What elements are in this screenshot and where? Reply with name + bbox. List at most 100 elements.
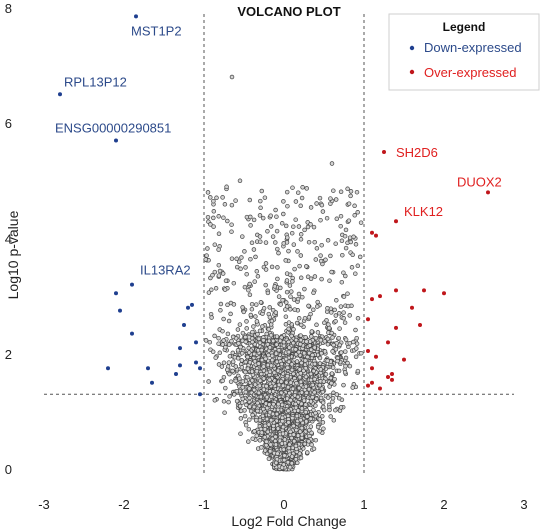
neutral-point bbox=[354, 341, 360, 346]
neutral-point bbox=[353, 271, 358, 276]
neutral-point bbox=[227, 394, 232, 399]
neutral-point bbox=[299, 360, 304, 366]
neutral-point bbox=[346, 218, 352, 223]
neutral-point bbox=[312, 239, 317, 245]
neutral-point bbox=[293, 337, 299, 343]
neutral-point bbox=[222, 202, 228, 207]
neutral-point bbox=[218, 308, 223, 313]
threshold-lines bbox=[44, 14, 514, 475]
neutral-point bbox=[279, 441, 285, 446]
over-expressed-point bbox=[418, 323, 422, 328]
neutral-point bbox=[341, 382, 346, 388]
neutral-point bbox=[318, 258, 324, 264]
neutral-point bbox=[255, 331, 260, 337]
neutral-point bbox=[231, 280, 237, 286]
neutral-point bbox=[275, 265, 280, 270]
neutral-point bbox=[298, 232, 304, 237]
neutral-point bbox=[242, 413, 248, 419]
neutral-point bbox=[286, 248, 291, 254]
neutral-point bbox=[206, 379, 211, 384]
neutral-point bbox=[335, 358, 340, 364]
neutral-point bbox=[239, 365, 245, 370]
neutral-point bbox=[220, 271, 226, 276]
neutral-point bbox=[318, 367, 323, 372]
neutral-point bbox=[269, 353, 275, 359]
neutral-point bbox=[213, 286, 219, 291]
neutral-point bbox=[222, 410, 227, 415]
neutral-point bbox=[267, 369, 273, 375]
neutral-point bbox=[225, 218, 230, 224]
neutral-point bbox=[284, 380, 289, 385]
neutral-point bbox=[312, 376, 317, 382]
neutral-point bbox=[301, 368, 306, 374]
neutral-point bbox=[262, 448, 268, 453]
neutral-point bbox=[280, 298, 285, 303]
neutral-point bbox=[314, 246, 320, 251]
neutral-point bbox=[302, 227, 307, 233]
neutral-point bbox=[273, 240, 278, 245]
neutral-point bbox=[245, 366, 251, 371]
neutral-point bbox=[294, 413, 300, 419]
neutral-point bbox=[244, 402, 249, 408]
neutral-point bbox=[334, 298, 339, 303]
neutral-point bbox=[286, 339, 291, 345]
neutral-point bbox=[205, 214, 211, 220]
neutral-point bbox=[250, 339, 255, 345]
neutral-point bbox=[287, 283, 293, 288]
neutral-point bbox=[206, 290, 212, 295]
neutral-point bbox=[330, 399, 335, 404]
neutral-point bbox=[319, 351, 324, 356]
neutral-point bbox=[330, 365, 336, 370]
neutral-point bbox=[317, 417, 322, 422]
neutral-point bbox=[298, 253, 304, 258]
neutral-point bbox=[297, 374, 303, 380]
neutral-point bbox=[242, 249, 247, 254]
neutral-point bbox=[225, 331, 231, 337]
neutral-point bbox=[233, 378, 238, 384]
neutral-point bbox=[250, 412, 255, 418]
neutral-point bbox=[329, 269, 334, 275]
neutral-point bbox=[303, 384, 309, 389]
neutral-point bbox=[333, 319, 338, 324]
neutral-point bbox=[302, 441, 308, 447]
neutral-point bbox=[235, 327, 241, 332]
neutral-point bbox=[336, 311, 342, 316]
neutral-point bbox=[240, 305, 245, 310]
neutral-point bbox=[306, 350, 312, 356]
neutral-point bbox=[234, 388, 240, 394]
neutral-point bbox=[306, 315, 312, 320]
neutral-point bbox=[292, 307, 297, 312]
neutral-point bbox=[310, 382, 315, 388]
neutral-point bbox=[285, 235, 290, 240]
neutral-point bbox=[321, 426, 326, 431]
neutral-point bbox=[303, 335, 308, 340]
neutral-point bbox=[275, 451, 280, 456]
neutral-point bbox=[281, 241, 286, 246]
neutral-point bbox=[313, 437, 319, 443]
neutral-point bbox=[275, 276, 280, 282]
neutral-point bbox=[346, 201, 352, 206]
neutral-point bbox=[203, 257, 208, 262]
neutral-point bbox=[343, 363, 348, 369]
neutral-point bbox=[238, 408, 244, 414]
neutral-point bbox=[229, 222, 234, 227]
neutral-point bbox=[221, 374, 227, 380]
neutral-point bbox=[251, 387, 257, 393]
neutral-point bbox=[237, 322, 243, 327]
neutral-point bbox=[306, 386, 312, 392]
neutral-point bbox=[331, 418, 337, 423]
neutral-point bbox=[238, 344, 243, 350]
neutral-point bbox=[243, 369, 248, 375]
neutral-point bbox=[298, 371, 303, 376]
neutral-point bbox=[248, 223, 253, 228]
neutral-point bbox=[337, 326, 342, 331]
down-expressed-point bbox=[198, 366, 202, 371]
neutral-point bbox=[348, 189, 354, 194]
neutral-point bbox=[249, 301, 255, 307]
neutral-point bbox=[240, 379, 246, 384]
neutral-point bbox=[317, 355, 323, 361]
legend-marker-up bbox=[409, 69, 415, 75]
x-tick-label: -1 bbox=[198, 497, 210, 512]
neutral-point bbox=[289, 362, 295, 367]
